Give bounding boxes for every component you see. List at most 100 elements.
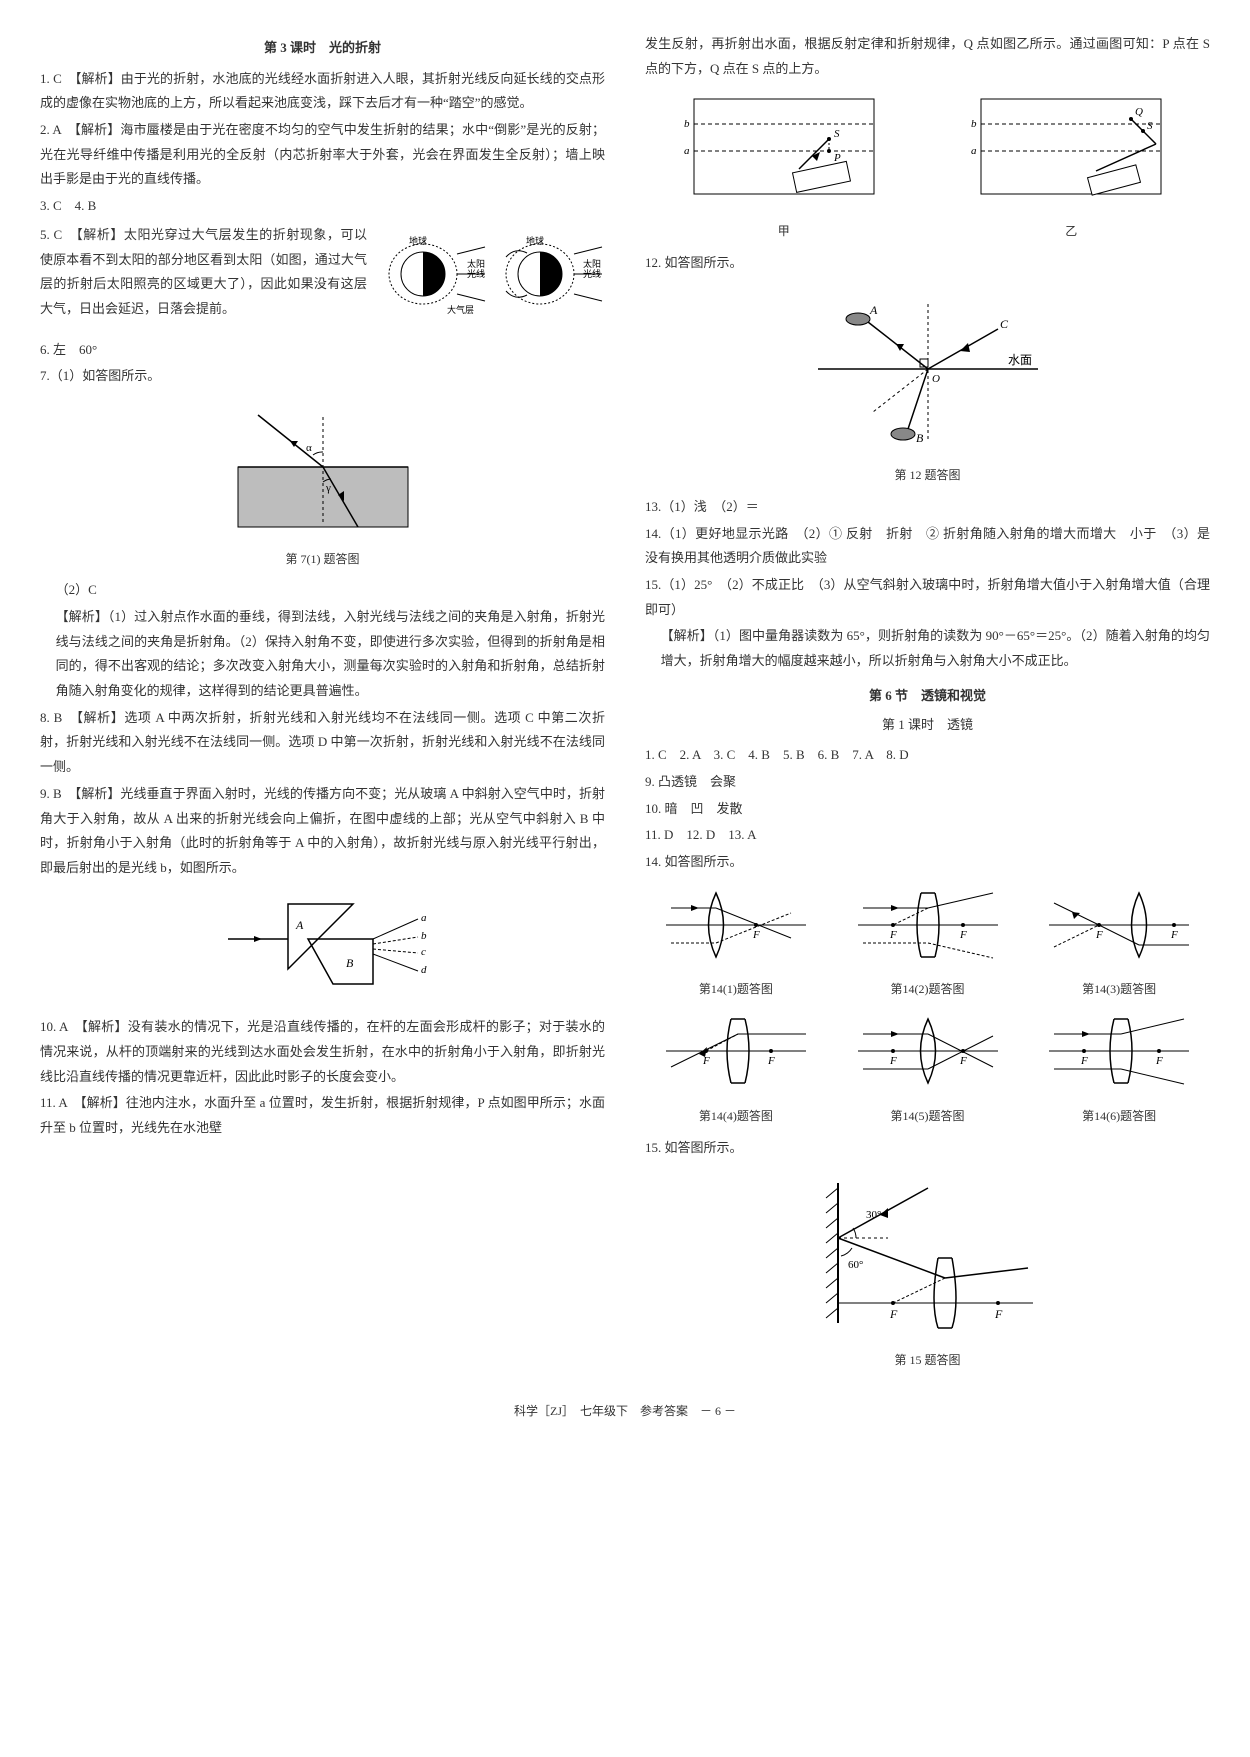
answer-item: （2）C [40, 578, 605, 603]
answer-item: 14.（1）更好地显示光路 （2）① 反射 折射 ② 折射角随入射角的增大而增大… [645, 522, 1210, 571]
fig-15: F F 30° 60° 第 15 题答图 [645, 1168, 1210, 1371]
svg-text:P: P [833, 152, 841, 164]
angle-60: 60° [848, 1259, 863, 1271]
answer-item: 11. D 12. D 13. A [645, 823, 1210, 848]
fig-11-row: b a S P 甲 b [645, 89, 1210, 242]
answer-item: 11. A 【解析】往池内注水，水面升至 a 位置时，发生折射，根据折射规律，P… [40, 1091, 605, 1140]
fig-caption: 乙 [933, 220, 1211, 243]
svg-text:F: F [1095, 929, 1103, 941]
answer-item: 3. C 4. B [40, 194, 605, 219]
svg-text:α: α [306, 442, 312, 454]
answer-item: 10. A 【解析】没有装水的情况下，光是沿直线传播的，在杆的左面会形成杆的影子… [40, 1015, 605, 1089]
answer-item: 15.（1）25° （2）不成正比 （3）从空气斜射入玻璃中时，折射角增大值小于… [645, 573, 1210, 622]
svg-text:B: B [916, 431, 924, 445]
svg-text:F: F [767, 1055, 775, 1067]
svg-text:c: c [421, 946, 426, 958]
sun-label: 太阳 [467, 258, 485, 269]
svg-text:光线: 光线 [467, 268, 485, 279]
svg-text:a: a [421, 912, 427, 924]
svg-text:a: a [971, 145, 977, 157]
svg-text:A: A [295, 918, 304, 932]
fig-14-row1: F 第14(1)题答图 F [645, 883, 1210, 1001]
svg-text:C: C [1000, 317, 1009, 331]
earth-sun-diagram: 地球 太阳 光线 大气层 地球 太阳 光线 [375, 229, 605, 328]
fig-caption: 第14(1)题答图 [645, 978, 827, 1001]
answer-item: 12. 如答图所示。 [645, 251, 1210, 276]
fig-14-5: F F 第14(5)题答图 [837, 1009, 1019, 1127]
svg-text:F: F [959, 929, 967, 941]
fig-9-prism: A B a b c d [40, 889, 605, 1008]
fig-14-4: F F 第14(4)题答图 [645, 1009, 827, 1127]
svg-text:光线: 光线 [583, 268, 601, 279]
svg-text:b: b [421, 930, 427, 942]
svg-text:F: F [994, 1307, 1003, 1321]
fig-14-3: F F 第14(3)题答图 [1028, 883, 1210, 1001]
angle-30: 30° [866, 1209, 881, 1221]
fig-caption: 第 15 题答图 [645, 1349, 1210, 1372]
atmo-label: 大气层 [447, 304, 474, 315]
svg-text:d: d [421, 964, 427, 976]
q5-row: 5. C 【解析】太阳光穿过大气层发生的折射现象，可以使原本看不到太阳的部分地区… [40, 221, 605, 336]
answer-item: 6. 左 60° [40, 338, 605, 363]
right-column: 发生反射，再折射出水面，根据反射定律和折射规律，Q 点如图乙所示。通过画图可知：… [645, 30, 1210, 1380]
svg-text:F: F [1155, 1055, 1163, 1067]
fig-14-6: F F 第14(6)题答图 [1028, 1009, 1210, 1127]
section-6-title: 第 6 节 透镜和视觉 [645, 684, 1210, 709]
svg-text:B: B [346, 956, 354, 970]
svg-text:F: F [702, 1055, 710, 1067]
answer-item: 9. 凸透镜 会聚 [645, 770, 1210, 795]
answer-explanation: 【解析】（1）过入射点作水面的垂线，得到法线，入射光线与法线之间的夹角是入射角，… [40, 605, 605, 704]
answer-item: 1. C 【解析】由于光的折射，水池底的光线经水面折射进入人眼，其折射光线反向延… [40, 67, 605, 116]
answer-item: 发生反射，再折射出水面，根据反射定律和折射规律，Q 点如图乙所示。通过画图可知：… [645, 32, 1210, 81]
section-6-subtitle: 第 1 课时 透镜 [645, 713, 1210, 738]
answer-item: 15. 如答图所示。 [645, 1136, 1210, 1161]
svg-text:b: b [971, 118, 977, 130]
answer-item: 10. 暗 凹 发散 [645, 797, 1210, 822]
fig-12: 水面 A C B O 第 12 题答图 [645, 284, 1210, 487]
fig-caption: 第14(4)题答图 [645, 1105, 827, 1128]
fig-caption: 第 12 题答图 [645, 464, 1210, 487]
svg-text:F: F [1170, 929, 1178, 941]
answer-item: 2. A 【解析】海市蜃楼是由于光在密度不均匀的空气中发生折射的结果；水中“倒影… [40, 118, 605, 192]
svg-text:F: F [889, 1055, 897, 1067]
svg-text:太阳: 太阳 [583, 258, 601, 269]
svg-text:F: F [752, 929, 760, 941]
page: 第 3 课时 光的折射 1. C 【解析】由于光的折射，水池底的光线经水面折射进… [40, 30, 1210, 1380]
fig-caption: 第14(2)题答图 [837, 978, 1019, 1001]
fig-14-1: F 第14(1)题答图 [645, 883, 827, 1001]
svg-text:F: F [889, 929, 897, 941]
svg-text:a: a [684, 145, 690, 157]
svg-text:A: A [869, 303, 878, 317]
answer-item: 1. C 2. A 3. C 4. B 5. B 6. B 7. A 8. D [645, 743, 1210, 768]
fig-caption: 第14(3)题答图 [1028, 978, 1210, 1001]
answer-item: 7.（1）如答图所示。 [40, 364, 605, 389]
svg-text:S: S [834, 128, 840, 140]
fig-caption: 第14(5)题答图 [837, 1105, 1019, 1128]
page-footer: 科学［ZJ］ 七年级下 参考答案 － 6 － [40, 1400, 1210, 1423]
left-column: 第 3 课时 光的折射 1. C 【解析】由于光的折射，水池底的光线经水面折射进… [40, 30, 605, 1380]
water-surface-label: 水面 [1008, 353, 1032, 367]
fig-caption: 第 7(1) 题答图 [40, 548, 605, 571]
answer-item: 8. B 【解析】选项 A 中两次折射，折射光线和入射光线均不在法线同一侧。选项… [40, 706, 605, 780]
answer-explanation: 【解析】（1）图中量角器读数为 65°，则折射角的读数为 90°－65°＝25°… [645, 624, 1210, 673]
fig-14-row2: F F 第14(4)题答图 F F [645, 1009, 1210, 1127]
svg-text:F: F [889, 1307, 898, 1321]
fig-14-2: F F 第14(2)题答图 [837, 883, 1019, 1001]
svg-text:F: F [959, 1055, 967, 1067]
lesson-title: 第 3 课时 光的折射 [40, 36, 605, 61]
answer-item: 13.（1）浅 （2）＝ [645, 495, 1210, 520]
fig-7-1: α γ 第 7(1) 题答图 [40, 397, 605, 570]
earth-label: 地球 [409, 235, 427, 246]
fig-11-jia: b a S P 甲 [645, 89, 923, 242]
svg-text:Q: Q [1135, 106, 1143, 118]
fig-caption: 第14(6)题答图 [1028, 1105, 1210, 1128]
answer-item: 14. 如答图所示。 [645, 850, 1210, 875]
answer-item: 9. B 【解析】光线垂直于界面入射时，光线的传播方向不变；光从玻璃 A 中斜射… [40, 782, 605, 881]
svg-text:S: S [1147, 120, 1153, 132]
svg-text:地球: 地球 [526, 235, 544, 246]
fig-caption: 甲 [645, 220, 923, 243]
svg-text:O: O [932, 373, 940, 385]
svg-text:F: F [1080, 1055, 1088, 1067]
fig-11-yi: b a S Q 乙 [933, 89, 1211, 242]
answer-item: 5. C 【解析】太阳光穿过大气层发生的折射现象，可以使原本看不到太阳的部分地区… [40, 223, 367, 334]
